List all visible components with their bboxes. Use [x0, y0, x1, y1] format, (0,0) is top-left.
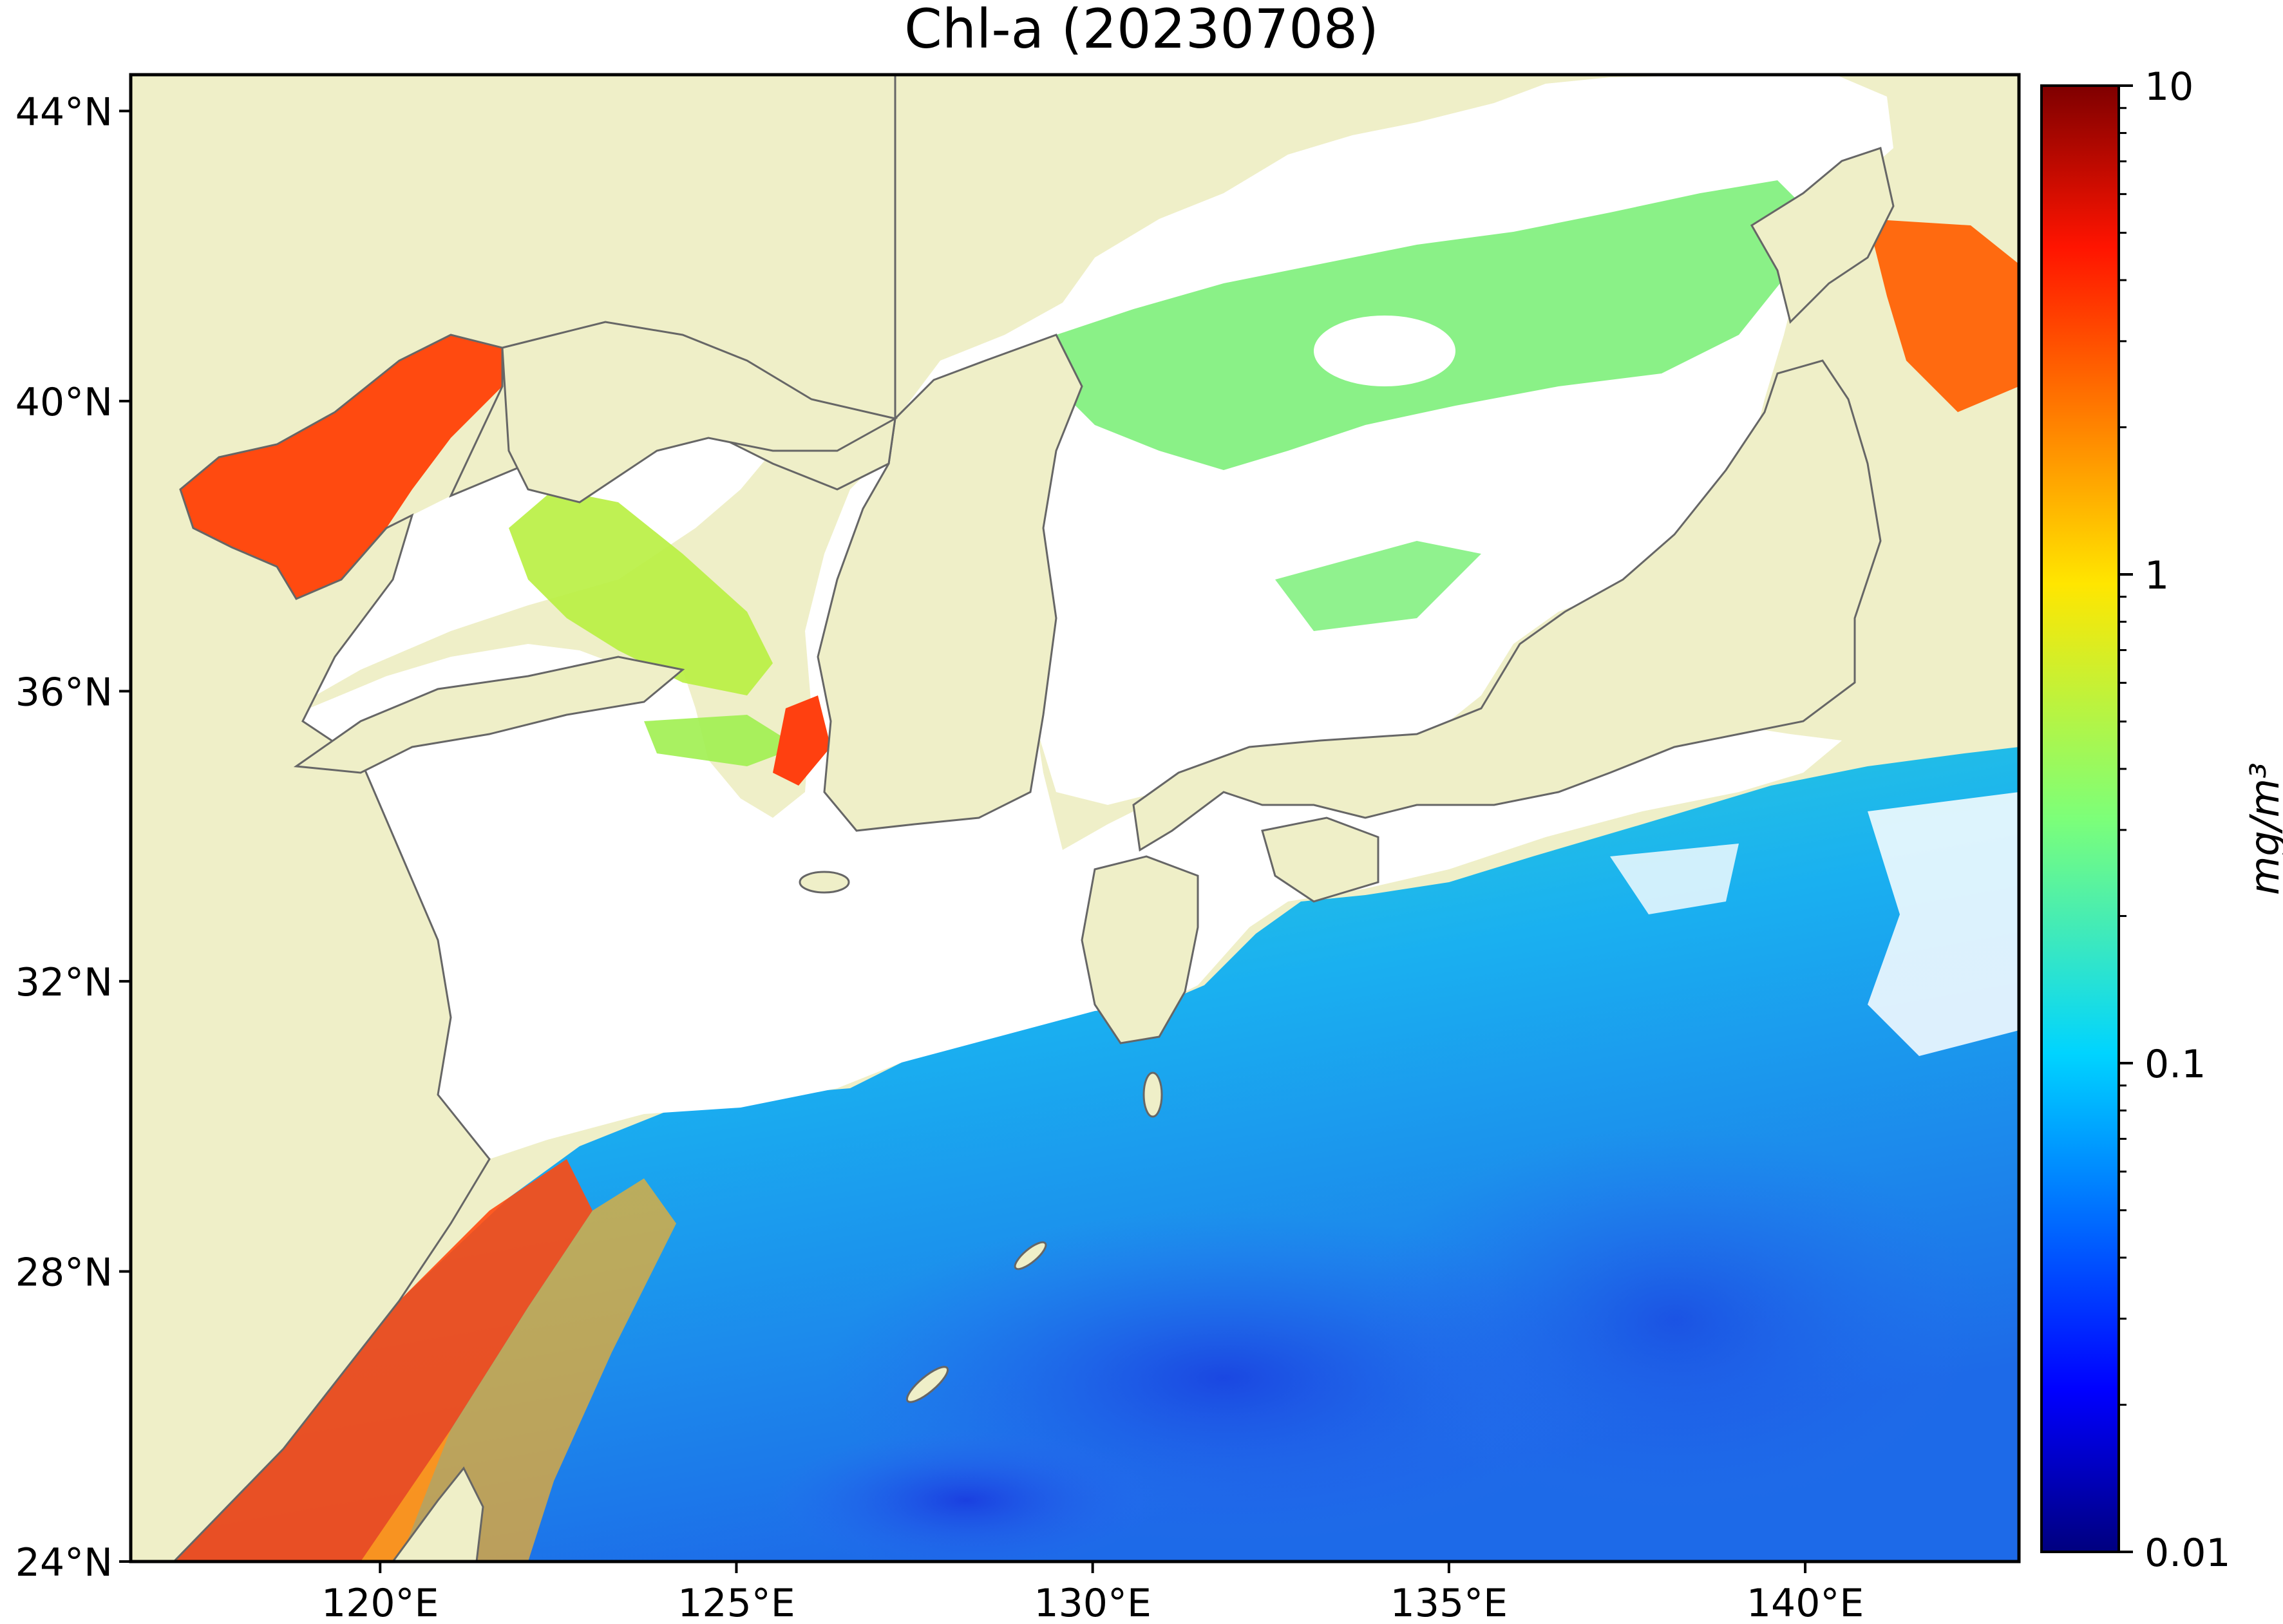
colorbar-tick-label: 1 — [2145, 553, 2169, 598]
shikoku-island — [1261, 817, 1379, 903]
yellow-sea-chl-patch — [509, 489, 773, 695]
lat-tick-label: 24°N — [15, 1540, 113, 1585]
nodata-pacific-patch — [1868, 792, 2019, 1056]
shandong-peninsula — [293, 656, 685, 774]
korea-west-coast-bloom — [773, 695, 831, 786]
okinawa-island — [905, 1366, 949, 1403]
lon-tick-label: 140°E — [1747, 1581, 1864, 1624]
lat-tick-label: 36°N — [15, 670, 113, 715]
colorbar-tick-label: 10 — [2145, 64, 2193, 109]
kyushu-island — [1081, 855, 1199, 1044]
map-title: Chl-a (20230708) — [904, 0, 1379, 61]
lat-tick-label: 28°N — [15, 1250, 113, 1295]
hokkaido-island — [1750, 147, 1895, 324]
jeju-island — [799, 871, 850, 894]
nodata-japan-sea-hole — [1314, 316, 1455, 386]
colorbar-unit-label: mg/m³ — [2241, 762, 2283, 895]
longitude-axis: 120°E 125°E 130°E 135°E 140°E — [321, 1562, 1864, 1624]
colorbar — [2040, 84, 2120, 1553]
amami-island — [1014, 1241, 1047, 1270]
china-coastal-bloom — [361, 1178, 676, 1562]
japan-sea-chl-band — [1056, 180, 1816, 470]
china-coastal-bloom — [174, 1159, 592, 1562]
lat-tick-label: 40°N — [15, 380, 113, 425]
honshu-island — [1132, 359, 1882, 852]
liaodong-peninsula — [501, 321, 898, 504]
coastline — [392, 147, 1895, 1562]
deep-blue-patch — [773, 1430, 1159, 1562]
yellow-sea-chl-patch — [644, 715, 799, 766]
lon-tick-label: 135°E — [1390, 1581, 1508, 1624]
colorbar-tick-label: 0.01 — [2145, 1531, 2231, 1576]
korean-peninsula — [817, 334, 1083, 832]
lon-tick-label: 125°E — [677, 1581, 795, 1624]
colorbar-tick-label: 0.1 — [2145, 1042, 2206, 1087]
colorbar-axis: 10 1 0.1 0.01 — [2119, 64, 2231, 1576]
latitude-axis: 44°N 40°N 36°N 32°N 28°N 24°N — [15, 90, 131, 1585]
map-frame — [129, 73, 2021, 1563]
lon-tick-label: 120°E — [321, 1581, 439, 1624]
lat-tick-label: 32°N — [15, 960, 113, 1005]
taiwan-island — [392, 1466, 484, 1562]
tanegashima-island — [1142, 1072, 1163, 1118]
lat-tick-label: 44°N — [15, 90, 113, 135]
japan-sea-chl-patch — [1275, 541, 1481, 631]
deep-blue-patch — [1365, 1127, 1984, 1513]
nodata-pacific-patch — [1610, 844, 1739, 914]
hokkaido-bay-bloom — [1868, 219, 2019, 412]
bohai-sea-bloom — [180, 335, 502, 599]
lon-tick-label: 130°E — [1034, 1581, 1151, 1624]
